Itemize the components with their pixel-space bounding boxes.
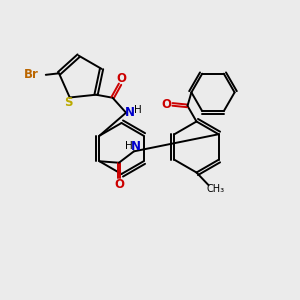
- Text: O: O: [161, 98, 172, 111]
- Text: N: N: [131, 140, 141, 153]
- Text: O: O: [117, 72, 127, 85]
- Text: S: S: [64, 96, 73, 110]
- Text: O: O: [114, 178, 124, 191]
- Text: Br: Br: [24, 68, 39, 81]
- Text: H: H: [134, 105, 141, 115]
- Text: H: H: [124, 141, 132, 151]
- Text: N: N: [125, 106, 135, 119]
- Text: CH₃: CH₃: [206, 184, 224, 194]
